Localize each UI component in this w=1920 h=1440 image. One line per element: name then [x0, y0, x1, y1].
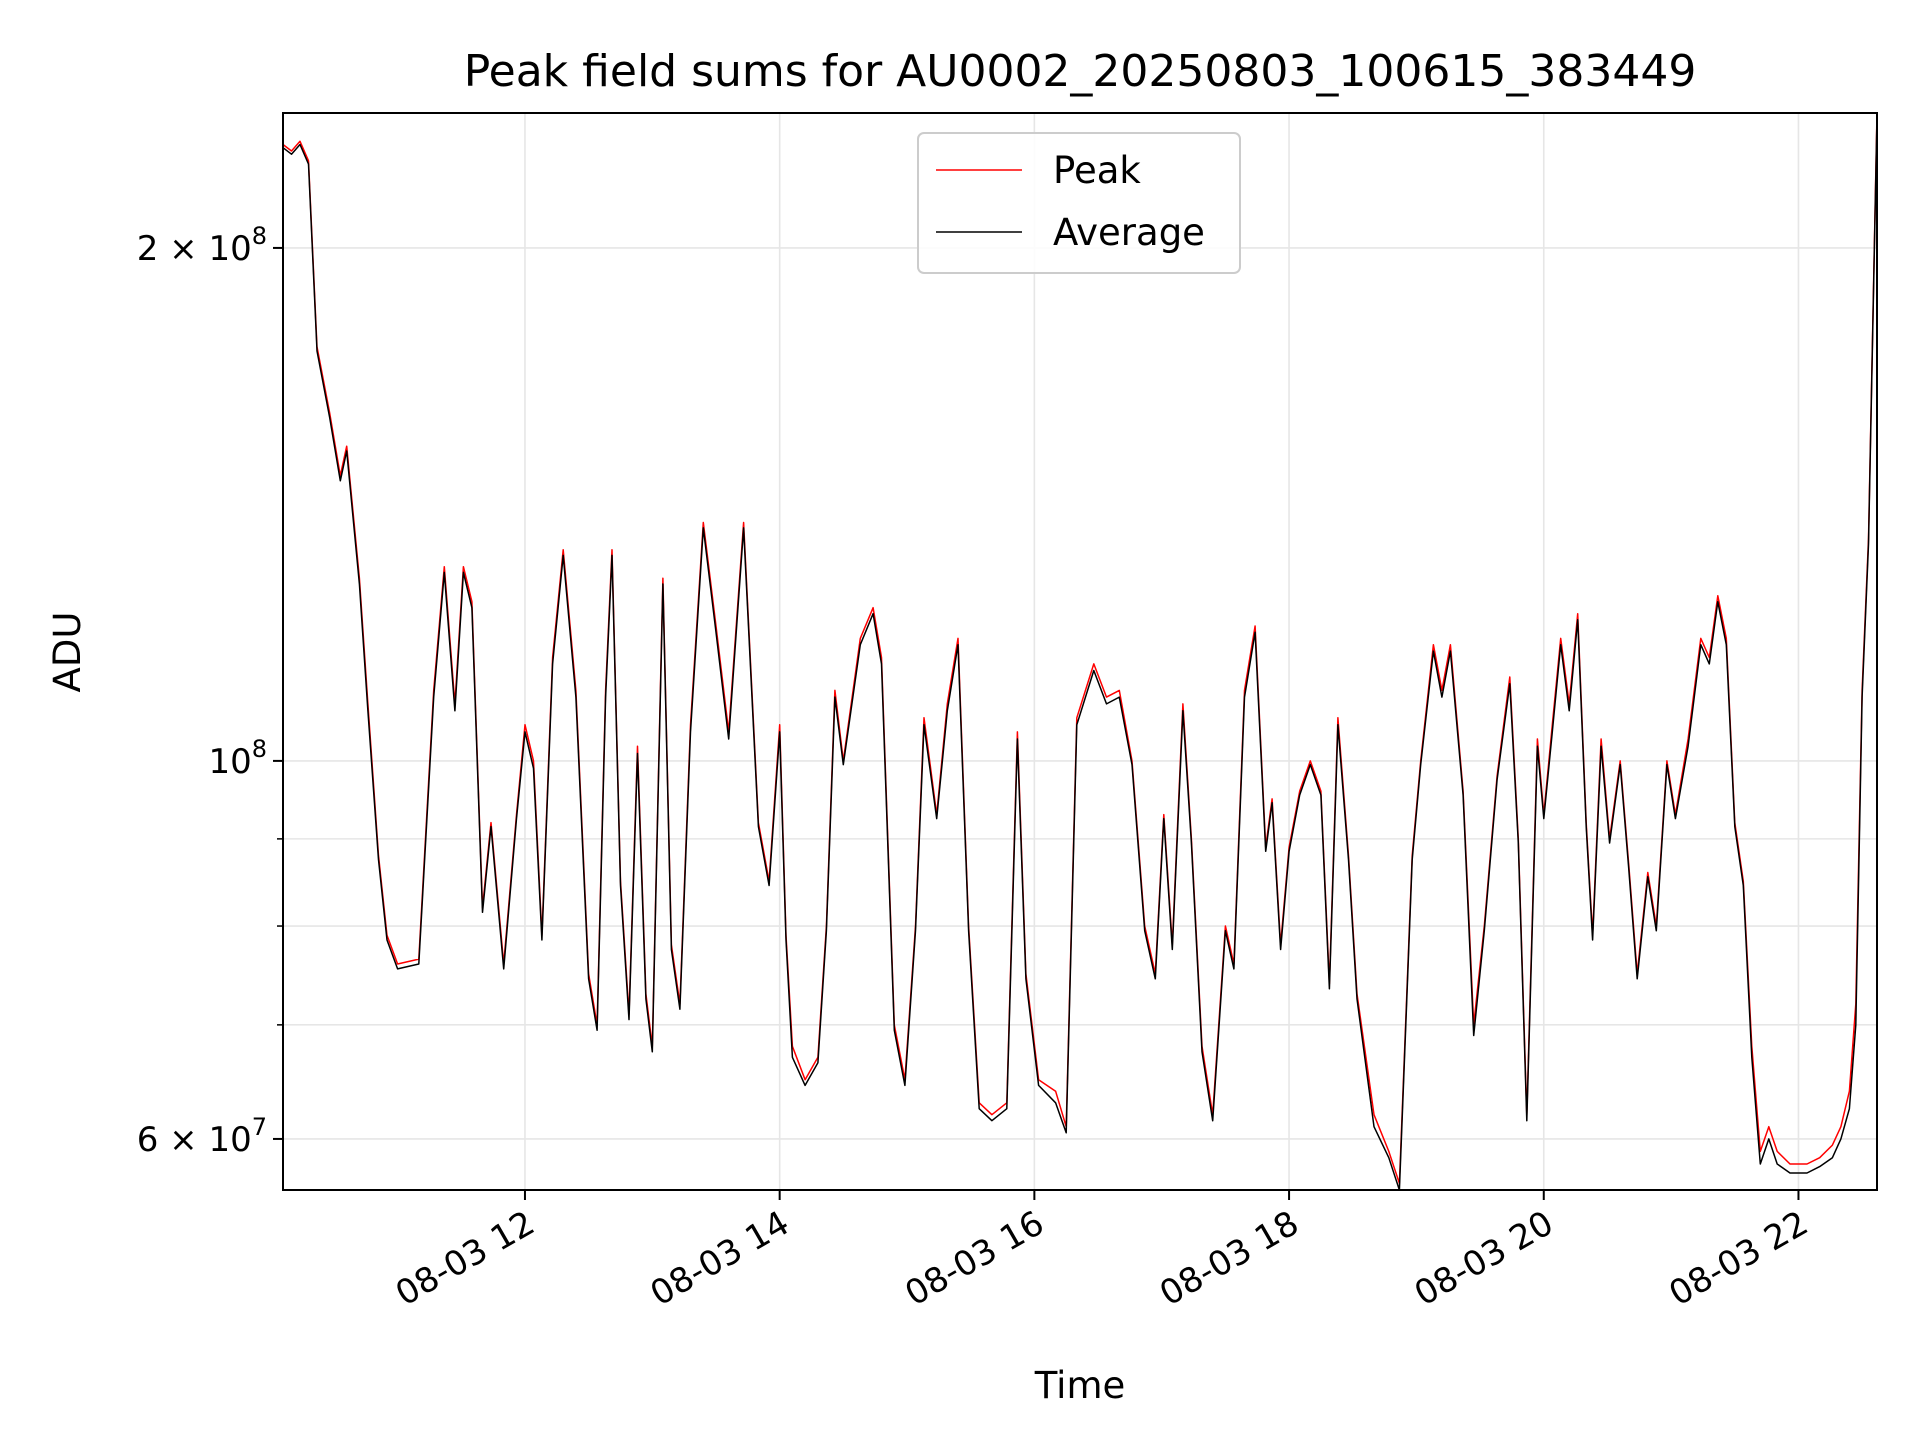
y-axis-label: ADU — [46, 612, 89, 693]
plot-frame — [282, 112, 1878, 1191]
series-line-average — [282, 116, 1878, 1191]
legend-label-average: Average — [1053, 211, 1205, 254]
y-tick-label: 108 — [208, 735, 267, 782]
legend: Peak Average — [917, 132, 1241, 274]
y-tick-label: 6 × 107 — [137, 1113, 267, 1160]
legend-label-peak: Peak — [1053, 149, 1141, 192]
y-axis: 6 × 107 108 2 × 108 — [137, 222, 283, 1160]
series-layer — [282, 112, 1878, 1191]
legend-box — [917, 132, 1241, 274]
grid-lines — [283, 113, 1877, 1190]
y-tick-label: 2 × 108 — [137, 222, 267, 269]
chart-title: Peak field sums for AU0002_20250803_1006… — [464, 46, 1697, 97]
x-axis-label: Time — [1034, 1364, 1126, 1407]
